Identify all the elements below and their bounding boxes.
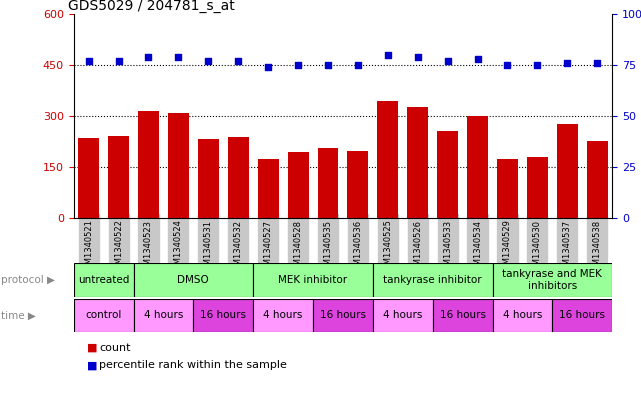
Point xyxy=(83,58,94,64)
Bar xyxy=(258,158,279,218)
Text: 16 hours: 16 hours xyxy=(320,310,366,320)
Point xyxy=(293,62,303,68)
Bar xyxy=(437,131,458,218)
Point xyxy=(413,53,423,60)
Text: protocol ▶: protocol ▶ xyxy=(1,275,55,285)
Point xyxy=(472,55,483,62)
Bar xyxy=(138,111,159,218)
Text: count: count xyxy=(99,343,131,353)
Text: MEK inhibitor: MEK inhibitor xyxy=(278,275,347,285)
Bar xyxy=(74,299,133,332)
Bar xyxy=(228,137,249,218)
Bar xyxy=(198,139,219,218)
Point xyxy=(113,58,124,64)
Text: untreated: untreated xyxy=(78,275,129,285)
Point xyxy=(442,58,453,64)
Text: DMSO: DMSO xyxy=(178,275,209,285)
Point xyxy=(203,58,213,64)
Bar xyxy=(492,299,553,332)
Bar xyxy=(194,299,253,332)
Point xyxy=(233,58,244,64)
Bar xyxy=(133,263,253,297)
Text: tankyrase inhibitor: tankyrase inhibitor xyxy=(383,275,482,285)
Bar xyxy=(492,263,612,297)
Bar xyxy=(317,148,338,218)
Bar xyxy=(407,107,428,218)
Text: 4 hours: 4 hours xyxy=(144,310,183,320)
Bar xyxy=(108,136,129,218)
Text: 16 hours: 16 hours xyxy=(559,310,605,320)
Bar xyxy=(347,151,369,218)
Bar xyxy=(467,116,488,218)
Bar xyxy=(373,263,492,297)
Text: 4 hours: 4 hours xyxy=(503,310,542,320)
Bar xyxy=(373,299,433,332)
Bar xyxy=(74,263,133,297)
Point xyxy=(592,60,603,66)
Point xyxy=(173,53,183,60)
Text: 16 hours: 16 hours xyxy=(440,310,486,320)
Bar xyxy=(253,299,313,332)
Text: time ▶: time ▶ xyxy=(1,310,36,320)
Bar xyxy=(587,141,608,218)
Bar xyxy=(497,158,518,218)
Point xyxy=(353,62,363,68)
Point xyxy=(503,62,513,68)
Text: 4 hours: 4 hours xyxy=(383,310,422,320)
Bar xyxy=(378,101,398,218)
Bar xyxy=(433,299,492,332)
Bar xyxy=(557,125,578,218)
Point xyxy=(532,62,542,68)
Text: percentile rank within the sample: percentile rank within the sample xyxy=(99,360,287,371)
Point xyxy=(323,62,333,68)
Point xyxy=(562,60,572,66)
Text: 16 hours: 16 hours xyxy=(200,310,246,320)
Text: tankyrase and MEK
inhibitors: tankyrase and MEK inhibitors xyxy=(503,269,603,291)
Bar xyxy=(527,157,548,218)
Point xyxy=(383,51,393,58)
Text: 4 hours: 4 hours xyxy=(263,310,303,320)
Bar xyxy=(288,152,308,218)
Bar xyxy=(133,299,194,332)
Bar xyxy=(78,138,99,218)
Point xyxy=(263,64,273,70)
Bar xyxy=(313,299,373,332)
Bar xyxy=(553,299,612,332)
Point xyxy=(144,53,154,60)
Text: GDS5029 / 204781_s_at: GDS5029 / 204781_s_at xyxy=(69,0,235,13)
Bar xyxy=(253,263,373,297)
Text: ■: ■ xyxy=(87,360,97,371)
Text: ■: ■ xyxy=(87,343,97,353)
Text: control: control xyxy=(85,310,122,320)
Bar xyxy=(168,112,189,218)
